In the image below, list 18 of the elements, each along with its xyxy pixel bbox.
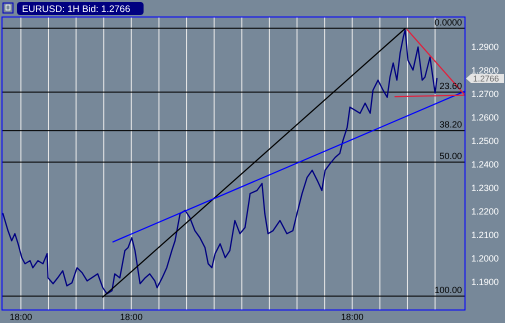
x-tick-label: 18:00 bbox=[340, 312, 364, 322]
y-tick-label: 1.2900 bbox=[471, 42, 499, 52]
chart-title: EURUSD: 1H Bid: 1.2766 bbox=[22, 4, 130, 15]
annotation: 50.00 bbox=[439, 151, 462, 162]
y-tick-label: 1.2600 bbox=[471, 112, 499, 123]
y-tick-label: 1.2500 bbox=[471, 136, 499, 146]
y-tick-label: 1.2100 bbox=[471, 230, 499, 240]
y-tick-label: 1.2300 bbox=[471, 183, 499, 194]
x-tick-label: 18:00 bbox=[120, 312, 143, 322]
text: 1.2766 bbox=[473, 73, 500, 84]
y-tick-label: 1.2800 bbox=[471, 66, 499, 76]
y-tick-label: 1.2200 bbox=[471, 206, 499, 217]
y-tick-label: 1.2400 bbox=[471, 160, 499, 170]
y-tick-label: 1.2000 bbox=[471, 254, 499, 264]
y-tick-label: 1.2700 bbox=[471, 89, 499, 100]
x-tick-label: 18:00 bbox=[10, 312, 32, 322]
annotation: 38.20 bbox=[439, 120, 462, 130]
y-tick-label: 1.1900 bbox=[471, 276, 499, 287]
